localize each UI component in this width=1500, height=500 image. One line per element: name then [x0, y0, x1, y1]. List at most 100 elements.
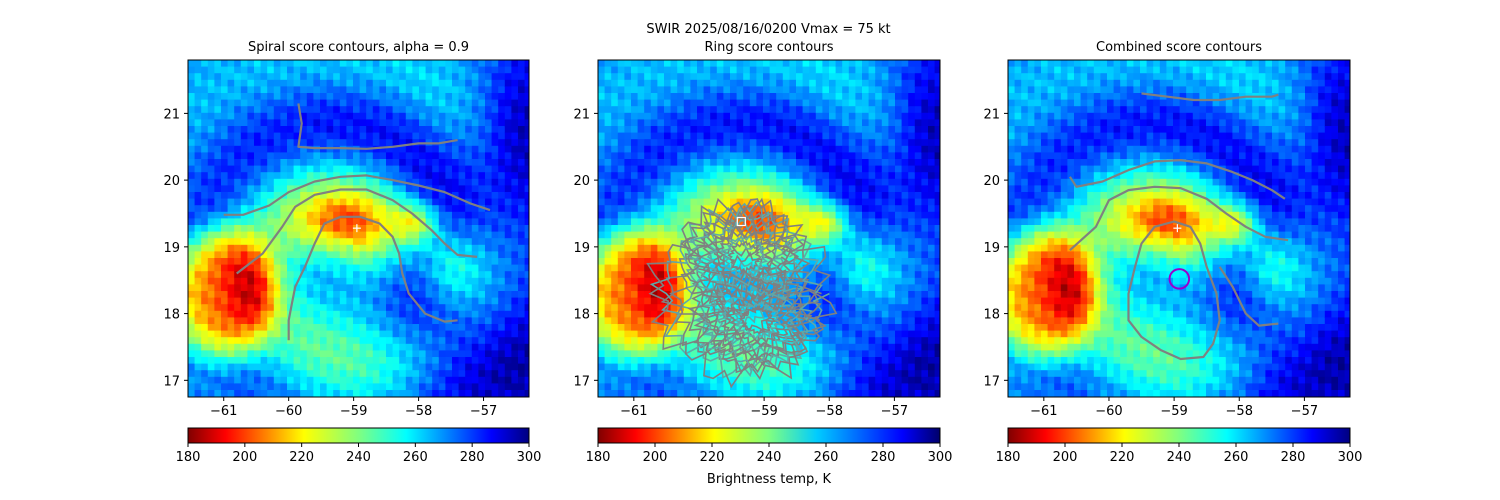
y-tick-label: 19	[983, 241, 1000, 256]
colorbar-gradient	[597, 427, 941, 444]
x-tick-label: −61	[210, 404, 237, 419]
panel-3: Combined score contours −61 −60 −59 −58 −57 17…	[983, 40, 1362, 465]
x-tick-label: −57	[881, 404, 908, 419]
ring-contour-level-2	[722, 235, 769, 280]
colorbar-tick-label: 200	[232, 450, 257, 465]
y-tick-label: 19	[163, 241, 180, 256]
colorbar-tick-label: 200	[643, 450, 668, 465]
x-tick-label: −57	[470, 404, 497, 419]
x-tick-label: −59	[750, 404, 777, 419]
colorbar-tick-label: 260	[403, 450, 428, 465]
y-tick-label: 20	[573, 174, 590, 189]
x-tick-label: −61	[1030, 404, 1057, 419]
panel-title: Ring score contours	[704, 40, 833, 55]
ring-contour-level-4	[711, 223, 780, 289]
panel-2: Ring score contours −61 −60 −59 −58 −57 17 18 19…	[573, 40, 952, 465]
colorbar-tick-label: 260	[1224, 450, 1249, 465]
colorbar: 180 200 220 240 260 280 300	[176, 427, 542, 465]
contour-line-3	[1141, 92, 1279, 102]
center-marker-icon	[1173, 224, 1182, 233]
ring-contour-level-9	[687, 266, 827, 374]
ring-contour-level-7	[699, 273, 815, 367]
colorbar: 180 200 220 240 260 280 300	[586, 427, 953, 465]
square-marker-icon	[736, 216, 746, 227]
center-marker-icon	[352, 224, 361, 233]
contour-layer	[1068, 92, 1289, 361]
colorbar-tick-label: 220	[700, 450, 725, 465]
y-tick-label: 17	[983, 374, 1000, 389]
panel-1: Spiral score contours, alpha = 0.9 −61 −60…	[163, 40, 541, 465]
panel-title: Spiral score contours, alpha = 0.9	[248, 40, 469, 55]
y-tick-label: 20	[983, 174, 1000, 189]
contour-line-2	[236, 188, 478, 275]
x-tick-label: −60	[685, 404, 712, 419]
y-tick-label: 21	[163, 107, 180, 122]
axes-frame	[187, 59, 530, 398]
colorbar-label: Brightness temp, K	[706, 472, 832, 487]
colorbar-tick-label: 280	[460, 450, 485, 465]
y-tick-label: 17	[163, 374, 180, 389]
x-tick-label: −61	[620, 404, 647, 419]
colorbar-tick-label: 300	[517, 450, 542, 465]
contour-layer	[646, 197, 838, 389]
ring-contour-level-3	[726, 296, 789, 345]
colorbar-tick-label: 240	[757, 450, 782, 465]
heatmap-image	[1008, 60, 1350, 397]
ring-contour-3	[687, 266, 827, 374]
colorbar-tick-label: 260	[814, 450, 839, 465]
y-tick-label: 18	[573, 308, 590, 323]
x-tick-label: −60	[1095, 404, 1122, 419]
ring-contour-level-7	[691, 207, 799, 307]
x-tick-label: −60	[275, 404, 302, 419]
circle-marker-icon	[1168, 268, 1191, 290]
ring-contour-level-9	[646, 197, 838, 389]
y-tick-label: 18	[163, 308, 180, 323]
ring-contour-level-1	[738, 305, 776, 336]
contour-line-2	[1069, 185, 1289, 252]
x-tick-label: −59	[340, 404, 367, 419]
contour-line-4	[1127, 220, 1221, 361]
ring-contour-level-4	[720, 291, 794, 349]
ring-contour-level-8	[649, 207, 830, 379]
contour-line-1	[1068, 159, 1286, 200]
panel-title: Combined score contours	[1096, 40, 1262, 55]
axes-frame	[597, 59, 941, 398]
y-tick-label: 18	[983, 308, 1000, 323]
colorbar-tick-label: 300	[928, 450, 953, 465]
colorbar-tick-label: 180	[176, 450, 201, 465]
axes-frame	[1007, 59, 1351, 398]
colorbar: 180 200 220 240 260 280 300	[996, 427, 1363, 465]
y-tick-label: 17	[573, 374, 590, 389]
y-tick-label: 21	[573, 107, 590, 122]
colorbar-gradient	[187, 427, 530, 444]
y-tick-label: 21	[983, 107, 1000, 122]
colorbar-tick-label: 300	[1338, 450, 1363, 465]
colorbar-tick-label: 220	[289, 450, 314, 465]
colorbar-tick-label: 220	[1110, 450, 1135, 465]
colorbar-tick-label: 180	[996, 450, 1021, 465]
x-tick-label: −58	[1226, 404, 1253, 419]
heatmap-image	[188, 60, 529, 397]
figure-suptitle: SWIR 2025/08/16/0200 Vmax = 75 kt	[646, 22, 891, 37]
y-tick-label: 19	[573, 241, 590, 256]
contour-line-5	[1218, 266, 1279, 327]
contour-layer	[223, 103, 491, 341]
x-tick-label: −57	[1291, 404, 1318, 419]
ring-contour-level-1	[727, 240, 762, 273]
y-tick-label: 20	[163, 174, 180, 189]
colorbar-tick-label: 180	[586, 450, 611, 465]
x-tick-label: −58	[405, 404, 432, 419]
colorbar-tick-label: 240	[1167, 450, 1192, 465]
x-tick-label: −58	[816, 404, 843, 419]
ring-contour-level-6	[705, 280, 808, 361]
x-tick-label: −59	[1160, 404, 1187, 419]
colorbar-gradient	[1007, 427, 1351, 444]
contour-line-3	[297, 103, 458, 150]
colorbar-tick-label: 240	[346, 450, 371, 465]
colorbar-tick-label: 200	[1053, 450, 1078, 465]
colorbar-tick-label: 280	[871, 450, 896, 465]
contour-line-1	[223, 174, 491, 216]
contour-line-4	[287, 215, 458, 341]
colorbar-tick-label: 280	[1281, 450, 1306, 465]
